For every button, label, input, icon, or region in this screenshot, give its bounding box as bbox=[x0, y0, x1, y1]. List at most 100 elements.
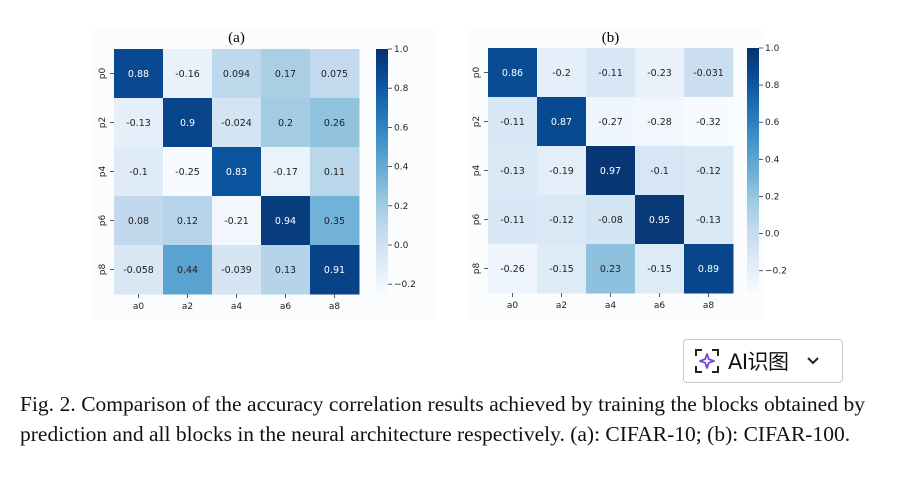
cell-value-label: -0.1 bbox=[129, 167, 148, 178]
column-label: a8 bbox=[703, 301, 715, 311]
colorbar-tick-label: 0.6 bbox=[394, 123, 409, 133]
row-label: p2 bbox=[98, 117, 108, 128]
heatmap-cell bbox=[114, 98, 164, 148]
cell-value-label: 0.86 bbox=[502, 68, 523, 79]
ai-button-label: AI识图 bbox=[728, 350, 789, 374]
heatmap-cell bbox=[537, 195, 587, 245]
heatmap-a-svg: (a) 0.88 -0.16 0.094 0.17 0.075 -0.13 0.9 -0.024… bbox=[90, 30, 435, 320]
chevron-down-icon bbox=[806, 354, 819, 369]
heatmap-b: (b) 0.86 -0.2 -0.11 -0.23 -0.031 -0.11 0.87 -0.2… bbox=[460, 0, 800, 320]
heatmap-cell bbox=[261, 147, 311, 197]
cell-value-label: -0.13 bbox=[500, 166, 525, 177]
heatmap-cell bbox=[163, 147, 213, 197]
cell-value-label: -0.08 bbox=[598, 215, 623, 226]
row-label: p0 bbox=[472, 67, 482, 79]
cell-value-label: -0.058 bbox=[123, 265, 154, 276]
heatmap-cell bbox=[684, 97, 734, 147]
cell-value-label: -0.13 bbox=[696, 215, 721, 226]
cell-value-label: -0.2 bbox=[552, 68, 571, 79]
panel-title: (b) bbox=[602, 30, 620, 46]
cell-value-label: 0.91 bbox=[324, 265, 345, 276]
heatmap-b-svg: (b) 0.86 -0.2 -0.11 -0.23 -0.031 -0.11 0.87 -0.2… bbox=[466, 30, 787, 320]
cell-value-label: -0.21 bbox=[224, 216, 249, 227]
cell-value-label: 0.12 bbox=[177, 216, 198, 227]
heatmap-cell bbox=[310, 196, 360, 246]
heatmap-cell bbox=[163, 196, 213, 246]
cell-value-label: -0.19 bbox=[549, 166, 574, 177]
heatmap-cell bbox=[212, 98, 262, 148]
heatmap-cell bbox=[163, 245, 213, 295]
colorbar-tick-label: 0.2 bbox=[765, 192, 779, 202]
heatmap-cell bbox=[537, 146, 587, 196]
row-label: p8 bbox=[472, 263, 482, 275]
heatmap-cell bbox=[586, 195, 636, 245]
heatmap-cell bbox=[488, 195, 538, 245]
cell-value-label: 0.13 bbox=[275, 265, 296, 276]
heatmap-cell bbox=[684, 244, 734, 294]
heatmap-cell bbox=[114, 147, 164, 197]
row-label: p2 bbox=[472, 116, 482, 127]
row-label: p4 bbox=[98, 166, 108, 178]
row-label: p8 bbox=[98, 264, 108, 276]
heatmap-cell bbox=[261, 49, 311, 99]
heatmap-cell bbox=[310, 147, 360, 197]
cell-value-label: -0.024 bbox=[221, 118, 252, 129]
row-label: p6 bbox=[98, 215, 108, 227]
cell-value-label: 0.2 bbox=[278, 118, 293, 129]
colorbar-tick-label: 0.0 bbox=[394, 241, 409, 251]
cell-value-label: 0.44 bbox=[177, 265, 198, 276]
cell-value-label: -0.26 bbox=[500, 264, 525, 275]
cell-value-label: -0.16 bbox=[175, 69, 200, 80]
ai-image-recognition-button[interactable]: AI识图 bbox=[683, 339, 843, 383]
heatmap-cell bbox=[488, 48, 538, 98]
cell-value-label: -0.25 bbox=[175, 167, 200, 178]
heatmap-cell bbox=[212, 147, 262, 197]
column-label: a2 bbox=[556, 301, 567, 311]
heatmap-cell bbox=[488, 146, 538, 196]
colorbar-tick-label: 1.0 bbox=[394, 45, 409, 55]
heatmap-cell bbox=[114, 196, 164, 246]
cell-value-label: -0.17 bbox=[273, 167, 298, 178]
heatmap-cell bbox=[586, 244, 636, 294]
cell-value-label: 0.87 bbox=[551, 117, 572, 128]
heatmap-cell bbox=[261, 245, 311, 295]
heatmap-cell bbox=[163, 49, 213, 99]
colorbar-tick-label: 0.4 bbox=[394, 163, 409, 173]
heatmap-cell bbox=[537, 97, 587, 147]
colorbar-tick-label: −0.2 bbox=[394, 280, 416, 290]
heatmap-cell bbox=[635, 97, 685, 147]
colorbar-tick-label: 0.4 bbox=[765, 155, 780, 165]
heatmap-cell bbox=[212, 49, 262, 99]
heatmap-cell bbox=[537, 48, 587, 98]
cell-value-label: -0.11 bbox=[598, 68, 623, 79]
cell-value-label: 0.11 bbox=[324, 167, 345, 178]
cell-value-label: -0.15 bbox=[549, 264, 574, 275]
colorbar-tick-label: 1.0 bbox=[765, 44, 780, 54]
heatmap-cell bbox=[212, 245, 262, 295]
colorbar bbox=[747, 48, 759, 293]
row-label: p6 bbox=[472, 214, 482, 226]
cell-value-label: 0.9 bbox=[180, 118, 195, 129]
column-label: a4 bbox=[231, 302, 243, 312]
heatmap-cell bbox=[537, 244, 587, 294]
heatmap-cell bbox=[163, 98, 213, 148]
colorbar-tick-label: 0.6 bbox=[765, 118, 780, 128]
heatmap-cell bbox=[635, 146, 685, 196]
heatmap-cell bbox=[635, 244, 685, 294]
cell-value-label: 0.35 bbox=[324, 216, 345, 227]
cell-value-label: -0.28 bbox=[647, 117, 672, 128]
cell-value-label: -0.1 bbox=[650, 166, 669, 177]
row-label: p0 bbox=[98, 68, 108, 80]
colorbar-tick-label: 0.8 bbox=[765, 81, 780, 91]
heatmap-cell bbox=[488, 97, 538, 147]
colorbar-tick-label: 0.8 bbox=[394, 84, 409, 94]
heatmap-cell bbox=[261, 196, 311, 246]
heatmap-cell bbox=[261, 98, 311, 148]
cell-value-label: 0.094 bbox=[223, 69, 250, 80]
heatmap-cell bbox=[684, 146, 734, 196]
cell-value-label: 0.075 bbox=[321, 69, 348, 80]
heatmap-cell bbox=[310, 98, 360, 148]
colorbar bbox=[376, 49, 388, 294]
cell-value-label: -0.11 bbox=[500, 215, 525, 226]
cell-value-label: -0.031 bbox=[693, 68, 724, 79]
